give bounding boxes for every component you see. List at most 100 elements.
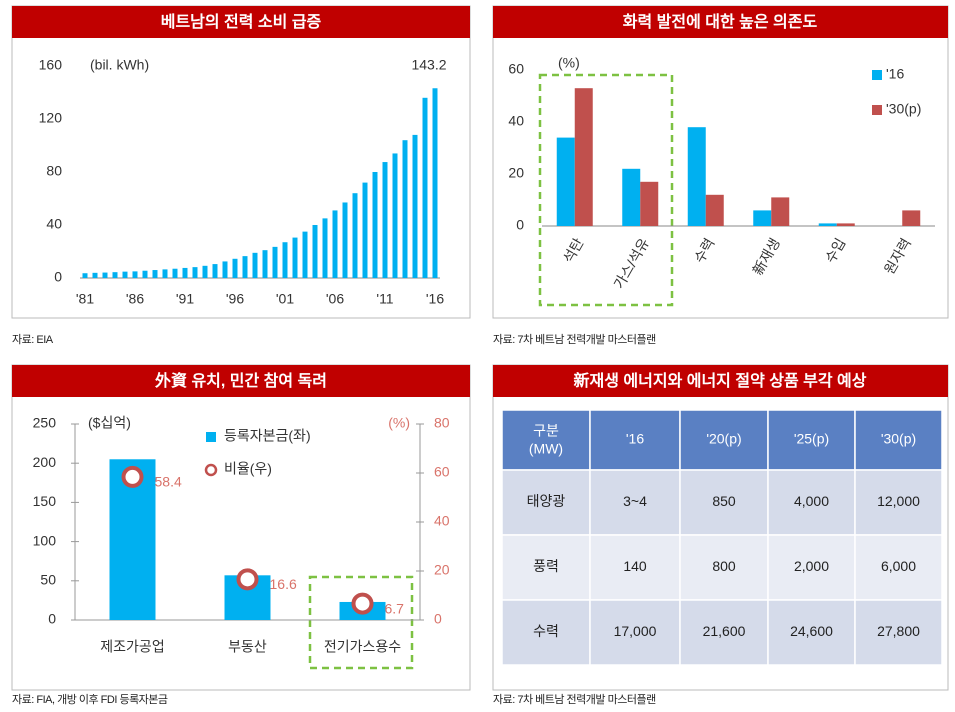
legend-swatch xyxy=(872,105,882,115)
y-tick-label: 40 xyxy=(46,216,62,232)
bar xyxy=(142,270,148,278)
data-label: 16.6 xyxy=(270,576,297,592)
bar xyxy=(192,267,198,278)
bar xyxy=(302,231,308,278)
source: 자료: 7차 베트남 전력개발 마스터플랜 xyxy=(493,333,656,346)
cell-text: 풍력 xyxy=(533,558,559,574)
bar xyxy=(342,202,348,278)
legend-label: 등록자본금(좌) xyxy=(224,428,311,444)
y-axis-label: (bil. kWh) xyxy=(90,57,149,73)
y-tick-label: 40 xyxy=(508,113,524,129)
table-cell xyxy=(501,534,591,601)
y-tick-label: 40 xyxy=(434,513,450,529)
bar xyxy=(262,250,268,278)
bar xyxy=(412,134,418,278)
x-tick-label: 수력 xyxy=(691,235,718,265)
cell-text: 2,000 xyxy=(794,558,829,574)
bar xyxy=(112,272,118,278)
table-cell xyxy=(589,469,681,536)
bar xyxy=(705,194,724,226)
bar xyxy=(282,242,288,278)
source: 자료: FIA, 개방 이후 FDI 등록자본금 xyxy=(12,693,168,706)
cell-text: 850 xyxy=(712,493,736,509)
bar xyxy=(432,88,438,278)
x-tick-label: '86 xyxy=(126,291,144,307)
x-tick-label: 가스/석유 xyxy=(610,235,652,291)
bar xyxy=(312,225,318,278)
x-tick-label: 수입 xyxy=(822,235,849,265)
x-tick-label: 원자력 xyxy=(881,235,914,276)
bar xyxy=(132,271,138,278)
table-cell xyxy=(501,469,591,536)
table-cell xyxy=(679,469,769,536)
bar xyxy=(152,270,158,278)
x-tick-label: 제조가공업 xyxy=(100,639,164,655)
table-cell xyxy=(854,599,943,666)
cell-text: 17,000 xyxy=(614,623,657,639)
bar xyxy=(818,223,837,226)
title-bar xyxy=(12,6,470,38)
chart-title: 화력 발전에 대한 높은 의존도 xyxy=(623,12,818,31)
x-tick-label: '81 xyxy=(76,291,94,307)
y-tick-label: 0 xyxy=(516,217,524,233)
title-bar xyxy=(493,6,948,38)
header-text: '30(p) xyxy=(881,431,916,447)
cell-text: 4,000 xyxy=(794,493,829,509)
cell-text: 수력 xyxy=(533,623,559,639)
chart-title: 外資 유치, 민간 참여 독려 xyxy=(154,371,327,390)
bar xyxy=(222,261,228,278)
cell-text: 140 xyxy=(623,558,647,574)
x-tick-label: 부동산 xyxy=(228,639,267,655)
bar xyxy=(687,127,706,226)
table-title: 新재생 에너지와 에너지 절약 상품 부각 예상 xyxy=(574,371,867,390)
y-tick-label: 50 xyxy=(40,572,56,588)
bar xyxy=(640,181,659,226)
title-bar xyxy=(12,365,470,397)
bar xyxy=(402,140,408,278)
panel-frame xyxy=(11,5,471,319)
y-tick-label: 0 xyxy=(54,269,62,285)
y-tick-label: 150 xyxy=(33,493,57,509)
y-tick-label: 200 xyxy=(33,454,57,470)
data-label: 143.2 xyxy=(411,57,446,73)
cell-text: 800 xyxy=(712,558,736,574)
y-tick-label: 100 xyxy=(33,532,57,548)
bar xyxy=(212,264,218,278)
x-tick-label: '16 xyxy=(426,291,444,307)
legend-swatch xyxy=(872,70,882,80)
bar xyxy=(836,223,855,226)
y-tick-label: 120 xyxy=(39,110,63,126)
bar xyxy=(242,256,248,278)
legend-label: '30(p) xyxy=(886,101,921,117)
bar xyxy=(232,258,238,278)
legend-swatch xyxy=(204,463,218,477)
cell-text: 12,000 xyxy=(877,493,920,509)
legend-label: 비율(우) xyxy=(224,461,272,477)
header-cell xyxy=(854,409,943,471)
bar xyxy=(182,267,188,278)
bar xyxy=(272,246,278,278)
header-unit: (MW) xyxy=(529,441,563,457)
cell-text: 태양광 xyxy=(527,493,566,509)
point xyxy=(121,465,144,488)
bar xyxy=(556,137,575,226)
table-cell xyxy=(589,599,681,666)
table-cell xyxy=(679,534,769,601)
bar xyxy=(202,265,208,278)
y-tick-label: 250 xyxy=(33,415,57,431)
y2-axis-label: (%) xyxy=(388,415,410,431)
highlight-box xyxy=(538,73,674,307)
bar xyxy=(172,268,178,278)
x-tick-label: '96 xyxy=(226,291,244,307)
y-tick-label: 80 xyxy=(46,163,62,179)
y-tick-label: 160 xyxy=(39,57,63,73)
x-tick-label: '11 xyxy=(376,291,393,307)
x-tick-label: 석탄 xyxy=(560,235,587,265)
bar xyxy=(902,210,921,226)
bar xyxy=(372,172,378,278)
header-text: '20(p) xyxy=(706,431,741,447)
y-tick-label: 0 xyxy=(434,611,442,627)
table-cell xyxy=(501,599,591,666)
source: 자료: 7차 베트남 전력개발 마스터플랜 xyxy=(493,693,656,706)
header-cell xyxy=(679,409,769,471)
